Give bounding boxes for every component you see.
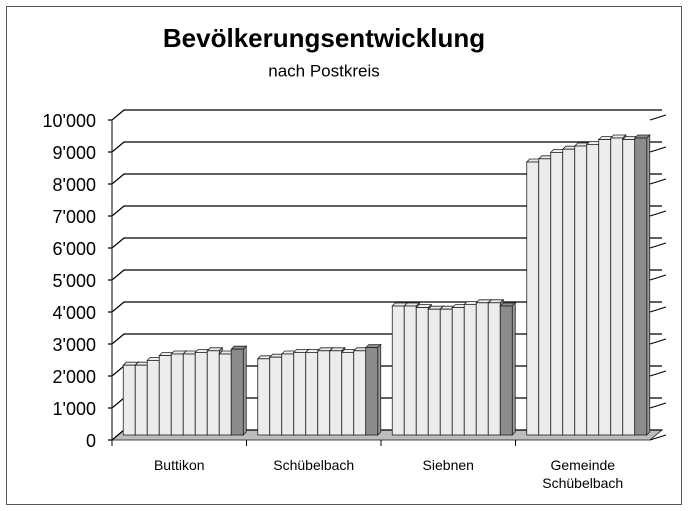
right-tick xyxy=(649,306,667,313)
bar xyxy=(305,351,319,436)
right-tick xyxy=(649,434,667,441)
x-tick-label: Schübelbach xyxy=(273,457,355,473)
bar xyxy=(427,308,441,436)
bar xyxy=(598,139,612,436)
right-tick xyxy=(649,242,667,249)
bar xyxy=(158,355,172,436)
x-tick-label: Gemeinde Schübelbach xyxy=(542,457,624,491)
bar xyxy=(281,353,295,436)
bar-side xyxy=(646,134,651,436)
y-tick-label: 4'000 xyxy=(53,303,96,323)
right-tick xyxy=(649,338,667,345)
bar xyxy=(451,307,465,436)
right-tick xyxy=(649,146,667,153)
bar xyxy=(122,364,136,436)
grid-line xyxy=(108,269,662,281)
bar xyxy=(562,148,576,436)
bar xyxy=(487,302,501,436)
bar xyxy=(499,305,513,436)
bar xyxy=(403,305,417,436)
bar xyxy=(353,350,367,436)
bar xyxy=(463,303,477,436)
bar xyxy=(415,307,429,436)
bar xyxy=(365,347,379,436)
bar xyxy=(634,137,648,436)
grid-line xyxy=(108,237,662,249)
grid-line xyxy=(108,301,662,313)
y-tick-label: 8'000 xyxy=(53,175,96,195)
bar xyxy=(206,350,220,436)
bar xyxy=(329,350,343,436)
bar xyxy=(538,158,552,436)
y-tick-label: 6'000 xyxy=(53,239,96,259)
y-tick-label: 5'000 xyxy=(53,271,96,291)
bar xyxy=(134,364,148,436)
bar xyxy=(170,353,184,436)
y-tick-label: 10'000 xyxy=(43,111,97,131)
right-tick xyxy=(649,370,667,377)
bar-side xyxy=(377,343,382,436)
bar xyxy=(550,151,564,436)
bar-side xyxy=(242,345,247,436)
bar xyxy=(475,302,489,436)
grid-line xyxy=(108,109,662,121)
bar xyxy=(622,139,636,436)
bar xyxy=(194,351,208,436)
right-tick xyxy=(649,402,667,409)
right-tick xyxy=(649,178,667,185)
grid-line xyxy=(108,205,662,217)
bar xyxy=(293,351,307,436)
bar-side xyxy=(511,302,516,436)
bar xyxy=(526,161,540,436)
bar xyxy=(257,358,271,436)
x-tick-label: Siebnen xyxy=(422,457,474,473)
y-tick-label: 7'000 xyxy=(53,207,96,227)
bar xyxy=(146,359,160,436)
bar xyxy=(182,353,196,436)
chart-title: Bevölkerungsentwicklung xyxy=(163,23,485,53)
bar xyxy=(341,351,355,436)
bar xyxy=(317,350,331,436)
grid-line xyxy=(108,173,662,185)
chart-subtitle: nach Postkreis xyxy=(268,61,380,80)
y-tick-label: 1'000 xyxy=(53,399,96,419)
y-tick-label: 0 xyxy=(86,431,96,451)
bar xyxy=(230,348,244,436)
bar xyxy=(391,305,405,436)
right-tick xyxy=(649,114,667,121)
y-tick-label: 2'000 xyxy=(53,367,96,387)
right-tick xyxy=(649,274,667,281)
grid-line xyxy=(108,141,662,153)
x-tick-label: Buttikon xyxy=(153,457,205,473)
y-tick-label: 3'000 xyxy=(53,335,96,355)
bar xyxy=(586,143,600,436)
right-tick xyxy=(649,210,667,217)
bar xyxy=(218,353,232,436)
bar xyxy=(269,356,283,436)
bar xyxy=(574,145,588,436)
bar xyxy=(439,308,453,436)
bar xyxy=(610,137,624,436)
y-tick-label: 9'000 xyxy=(53,143,96,163)
